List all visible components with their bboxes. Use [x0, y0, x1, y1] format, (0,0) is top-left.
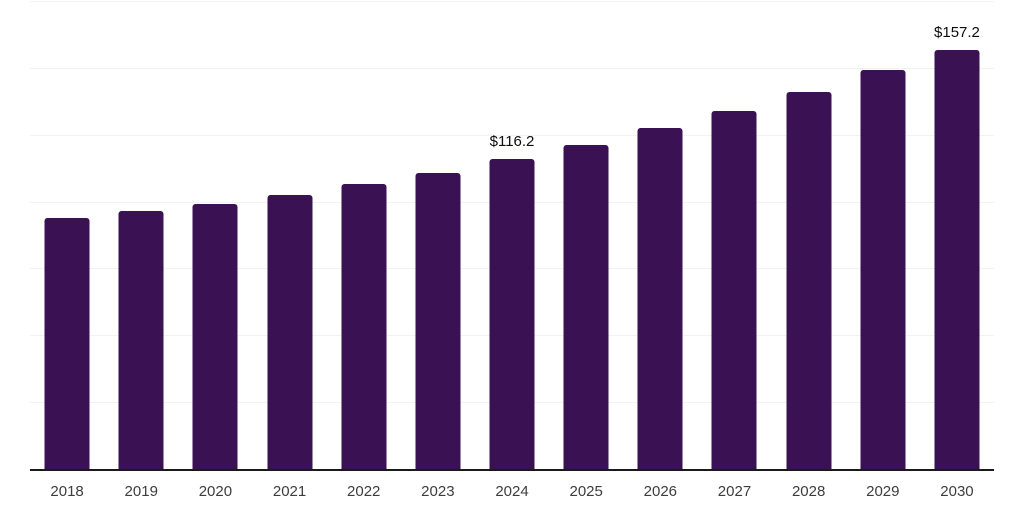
column-2029: [846, 0, 920, 470]
column-2018: [30, 0, 104, 470]
column-2027: [697, 0, 771, 470]
column-2019: [104, 0, 178, 470]
x-tick-label-2019: 2019: [124, 483, 158, 500]
x-tick-label-2025: 2025: [569, 483, 603, 500]
x-tick-label-2030: 2030: [940, 483, 974, 500]
column-2023: [401, 0, 475, 470]
x-tick-label-2020: 2020: [198, 483, 233, 500]
bar-2022: [341, 184, 387, 470]
data-label-2030: $157.2: [934, 23, 980, 41]
gridline-175: [30, 1, 994, 2]
column-2024: $116.2: [475, 0, 549, 470]
bar-2029: [860, 69, 906, 470]
x-tick-label-2026: 2026: [643, 483, 678, 500]
x-tick-label-2029: 2029: [866, 483, 900, 500]
plot-area: $116.2 $157.2: [30, 0, 994, 470]
x-axis-line: [30, 469, 994, 471]
x-axis-tick-labels: 2018 2019 2020 2021 2022 2023 2024 2025 2026 2027…: [30, 482, 994, 502]
bar-2026: [637, 127, 683, 470]
column-2026: [623, 0, 697, 470]
column-2025: [549, 0, 623, 470]
bar-2023: [415, 172, 461, 470]
bar-2020: [192, 203, 238, 470]
data-label-2024: $116.2: [489, 133, 535, 151]
column-2022: [327, 0, 401, 470]
bar-2025: [563, 145, 609, 470]
bar-2030: [934, 49, 980, 470]
column-2030: $157.2: [920, 0, 994, 470]
column-2021: [252, 0, 326, 470]
gridline-125: [30, 134, 994, 136]
bar-2018: [44, 217, 90, 470]
x-tick-label-2024: 2024: [495, 483, 529, 500]
bar-columns: $116.2 $157.2: [30, 0, 994, 470]
column-2028: [772, 0, 846, 470]
x-tick-label-2028: 2028: [791, 483, 826, 500]
x-tick-label-2021: 2021: [272, 483, 307, 500]
x-tick-label-2027: 2027: [717, 483, 752, 500]
x-tick-label-2022: 2022: [347, 483, 381, 500]
gridline-150: [30, 67, 994, 69]
bar-2028: [786, 91, 832, 470]
column-2020: [178, 0, 252, 470]
bar-2021: [267, 194, 313, 470]
bar-2019: [118, 211, 164, 470]
bar-2024: [489, 159, 535, 470]
x-tick-label-2018: 2018: [50, 483, 84, 500]
bar-2027: [711, 110, 757, 470]
x-tick-label-2023: 2023: [421, 483, 455, 500]
